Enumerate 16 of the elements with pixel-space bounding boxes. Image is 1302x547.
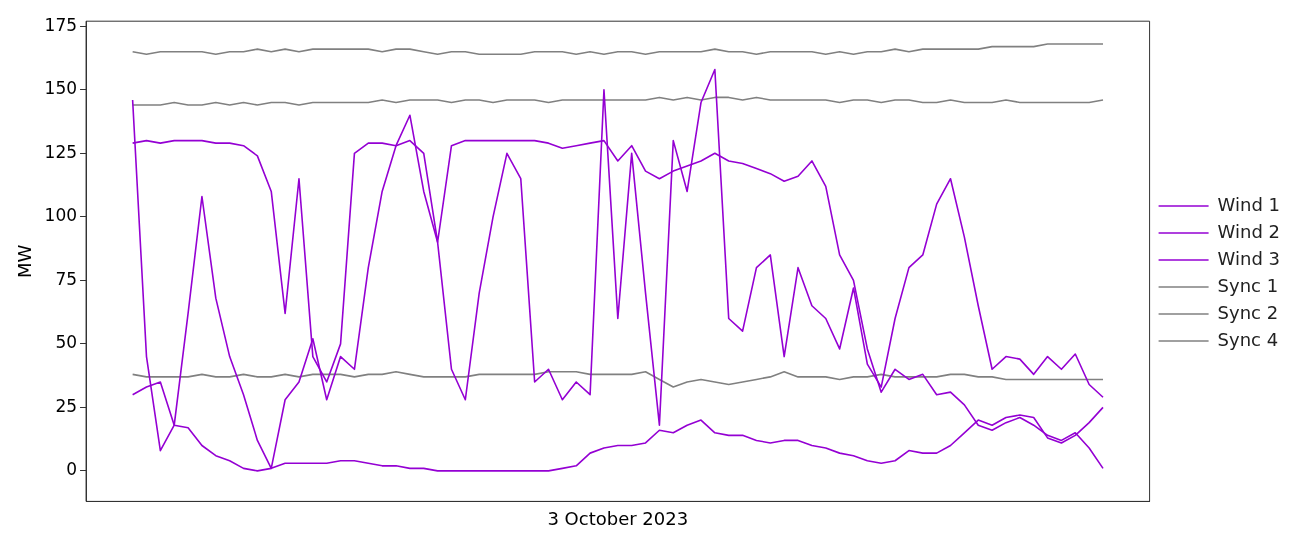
- y-tick-label: 100: [44, 205, 78, 226]
- legend-label: Wind 3: [1217, 247, 1281, 269]
- y-tick-label: 50: [55, 332, 78, 353]
- legend-label: Wind 2: [1217, 220, 1281, 242]
- y-axis-title: MW: [14, 244, 36, 278]
- legend-label: Wind 1: [1217, 193, 1281, 215]
- y-tick-label: 0: [66, 459, 78, 480]
- y-tick-label: 150: [44, 78, 78, 99]
- legend-label: Sync 4: [1217, 328, 1279, 350]
- y-tick-label: 25: [55, 395, 78, 416]
- y-tick-label: 125: [44, 141, 78, 162]
- legend-label: Sync 1: [1217, 274, 1279, 296]
- y-tick-label: 75: [55, 268, 78, 289]
- x-axis-title: 3 October 2023: [547, 507, 689, 529]
- y-tick-label: 175: [44, 14, 78, 35]
- legend-label: Sync 2: [1217, 301, 1279, 323]
